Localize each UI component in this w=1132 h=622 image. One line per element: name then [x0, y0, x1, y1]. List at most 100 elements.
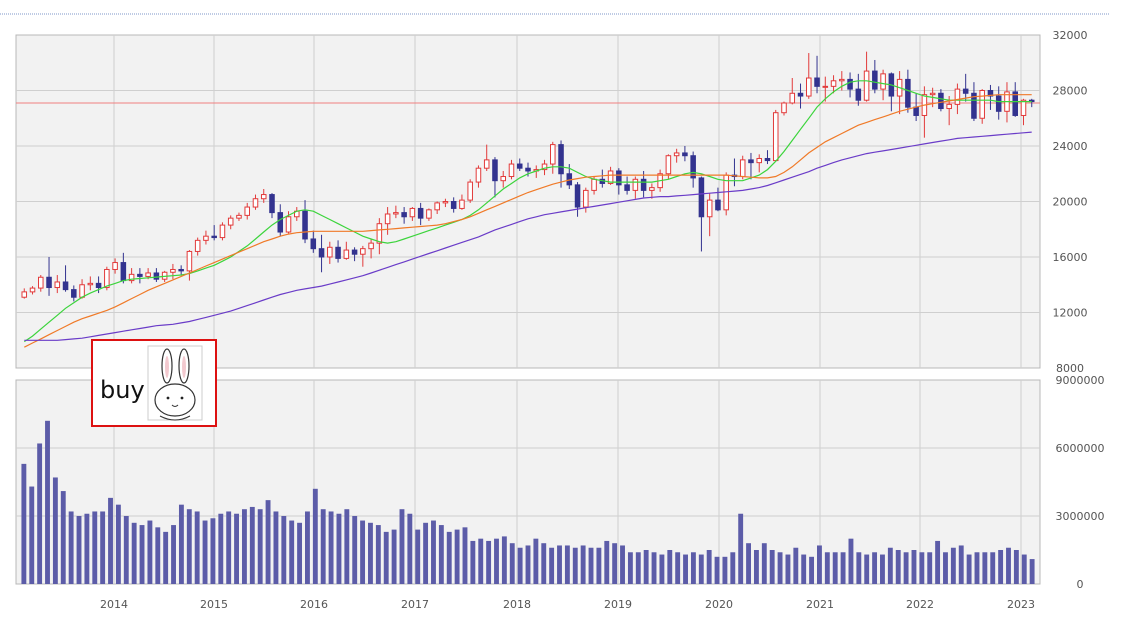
- volume-bar: [100, 511, 106, 584]
- candle: [772, 109, 779, 162]
- candle: [170, 263, 176, 280]
- candle: [450, 197, 457, 213]
- candle-body-up: [706, 199, 713, 218]
- candle: [500, 170, 506, 188]
- candle-body-up: [194, 239, 201, 252]
- candle-body-down: [558, 144, 564, 175]
- candle-body-down: [46, 276, 52, 289]
- candle-body-up: [483, 159, 490, 169]
- volume-bar: [407, 513, 413, 584]
- candle-body-down: [335, 246, 341, 259]
- volume-y-tick-label: 6000000: [1056, 442, 1105, 455]
- candle: [938, 89, 944, 112]
- ma-short-line: [23, 80, 1032, 343]
- candle: [467, 179, 473, 203]
- candle: [632, 176, 639, 199]
- candle-body-down: [690, 155, 696, 179]
- candle: [112, 258, 118, 274]
- candle-body-down: [847, 78, 853, 90]
- volume-bar: [320, 509, 326, 584]
- x-tick-label: 2022: [906, 598, 934, 611]
- volume-bar: [880, 554, 885, 584]
- volume-bar: [60, 491, 66, 584]
- candle-body-up: [459, 199, 465, 209]
- candle-body-down: [492, 159, 498, 182]
- volume-bar: [29, 486, 35, 584]
- candle-body-up: [393, 212, 399, 215]
- candle-body-down: [318, 248, 325, 258]
- candle-body-down: [640, 178, 647, 191]
- volume-bar: [769, 550, 775, 584]
- volume-bar: [92, 511, 98, 584]
- volume-bar: [746, 543, 751, 584]
- volume-bar: [730, 552, 736, 584]
- candle-body-up: [244, 206, 250, 216]
- candle-body-down: [872, 70, 878, 90]
- volume-bar: [501, 536, 507, 584]
- candle: [822, 76, 829, 102]
- candle: [38, 275, 44, 292]
- volume-y-tick-label: 0: [1077, 578, 1084, 591]
- volume-bar: [328, 511, 334, 584]
- candle: [178, 265, 184, 276]
- candle-body-up: [508, 163, 515, 178]
- volume-bar: [872, 552, 878, 584]
- candle: [649, 183, 655, 199]
- candle: [839, 71, 845, 91]
- candle: [583, 187, 589, 213]
- candle: [516, 158, 523, 171]
- volume-bar: [620, 545, 625, 584]
- candle-body-up: [409, 207, 416, 218]
- candles: [21, 51, 1035, 302]
- volume-bar: [903, 552, 909, 584]
- candle-body-down: [987, 90, 994, 97]
- volume-bar: [257, 509, 263, 584]
- volume-bar: [777, 552, 783, 584]
- candle-body-up: [219, 224, 226, 239]
- volume-bar: [817, 545, 822, 584]
- volume-bar: [52, 477, 58, 584]
- volume-grid: [16, 380, 1040, 584]
- candle-body-up: [739, 159, 746, 178]
- x-tick-label: 2020: [705, 598, 733, 611]
- candle: [87, 276, 94, 291]
- volume-bar: [289, 520, 295, 584]
- candle-body-down: [401, 212, 407, 218]
- candle-body-up: [665, 155, 672, 175]
- candle-body-up: [550, 144, 556, 165]
- candle: [186, 250, 193, 281]
- candle-body-down: [905, 78, 911, 108]
- ma-long-line: [24, 131, 1032, 341]
- candle-body-up: [946, 103, 952, 110]
- candle-body-up: [475, 167, 482, 183]
- volume-y-tick-label: 3000000: [1056, 510, 1105, 523]
- volume-bar: [194, 511, 200, 584]
- candle: [46, 257, 52, 296]
- volume-bar: [368, 522, 373, 584]
- candle-body-up: [368, 242, 374, 250]
- volume-bar: [68, 511, 74, 584]
- price-y-tick-label: 32000: [1053, 29, 1088, 42]
- candle: [54, 275, 61, 294]
- volume-bar: [21, 463, 27, 584]
- candle: [475, 165, 482, 188]
- volume-bar: [643, 550, 649, 584]
- candle-body-up: [327, 246, 333, 258]
- volume-bar: [604, 540, 610, 584]
- candle-body-up: [880, 73, 886, 90]
- volume-bar: [659, 554, 665, 584]
- volume-bars: [21, 420, 1035, 584]
- ma-mid-line: [24, 94, 1032, 348]
- candle-body-up: [500, 176, 506, 182]
- volume-bar: [494, 538, 499, 584]
- candle: [318, 234, 325, 273]
- candle: [690, 151, 696, 188]
- candle: [483, 144, 490, 171]
- x-tick-label: 2015: [200, 598, 228, 611]
- volume-bar: [864, 554, 870, 584]
- candle-body-down: [995, 95, 1002, 112]
- volume-bar: [312, 488, 318, 584]
- candle: [863, 51, 870, 102]
- volume-bar: [399, 509, 405, 584]
